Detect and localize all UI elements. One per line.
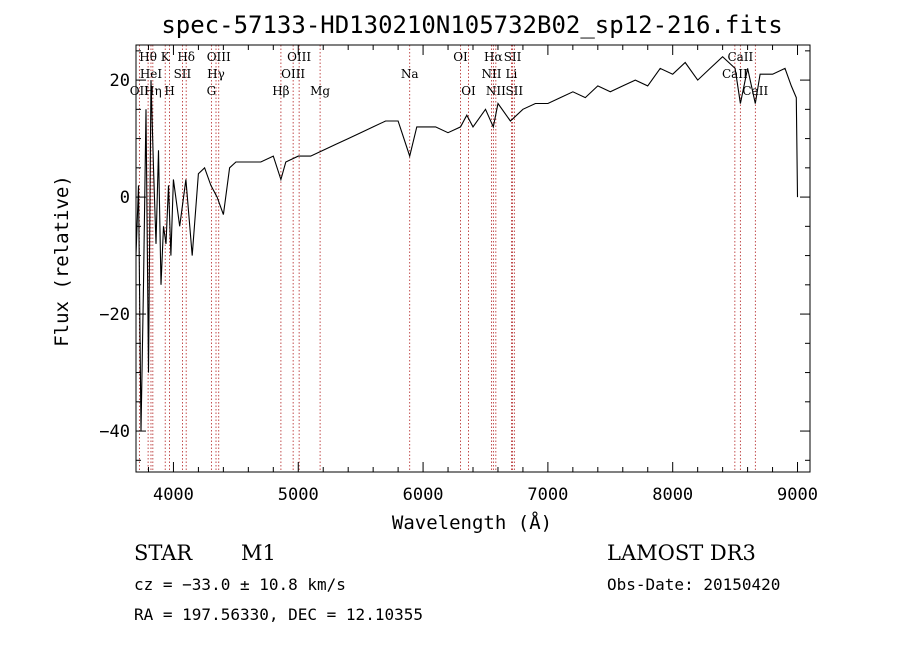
x-tick-label-1: 5000 [278, 485, 319, 505]
line-label-0: Hθ [139, 50, 157, 64]
y-tick-label-3: 20 [110, 71, 130, 91]
y-tick-label-1: −20 [99, 305, 130, 325]
plot-frame [135, 44, 811, 473]
spectral-line-markers [138, 45, 756, 472]
line-label-7: Hδ [177, 50, 195, 64]
object-subclass: M1 [241, 541, 276, 565]
observation-date: Obs-Date: 20150420 [607, 575, 780, 594]
line-label-15: Na [401, 67, 419, 81]
line-label-2: HeI [140, 67, 163, 81]
x-axis-label: Wavelength (Å) [392, 511, 552, 534]
line-label-13: OIII [281, 67, 305, 81]
coordinates: RA = 197.56330, DEC = 12.10355 [134, 605, 423, 624]
line-label-9: Hγ [207, 67, 225, 81]
line-label-19: NII [481, 67, 501, 81]
survey-name: LAMOST DR3 [607, 541, 756, 565]
object-type: STAR [134, 541, 193, 565]
line-label-17: OI [461, 84, 476, 98]
x-tick-label-5: 9000 [777, 485, 818, 505]
x-tick-label-0: 4000 [153, 485, 194, 505]
line-label-26: CaII [742, 84, 768, 98]
line-label-21: SII [504, 50, 522, 64]
y-tick-label-0: −40 [99, 422, 130, 442]
line-label-20: NII [486, 84, 506, 98]
line-label-10: G [207, 84, 217, 98]
redshift-cz: cz = −33.0 ± 10.8 km/s [134, 575, 346, 594]
line-label-23: SII [505, 84, 523, 98]
x-tick-label-2: 6000 [403, 485, 444, 505]
line-label-22: Li [506, 67, 518, 81]
x-axis-ticks: 4000 5000 6000 7000 8000 9000 [147, 45, 818, 505]
line-label-6: SII [174, 67, 192, 81]
line-label-12: OIII [287, 50, 311, 64]
line-label-14: Mg [310, 84, 330, 98]
line-label-25: CaII [722, 67, 748, 81]
line-label-11: Hβ [272, 84, 289, 98]
line-label-4: K [161, 50, 171, 64]
y-tick-label-2: 0 [120, 188, 130, 208]
line-label-1: OII [130, 84, 150, 98]
y-axis-ticks: −40 −20 0 20 [99, 50, 810, 461]
line-label-18: Hα [484, 50, 503, 64]
spectrum-line [135, 55, 799, 432]
y-axis-label: Flux (relative) [51, 175, 73, 347]
line-label-5: H [164, 84, 174, 98]
line-label-8: OIII [207, 50, 231, 64]
x-tick-label-4: 8000 [652, 485, 693, 505]
line-label-16: OI [453, 50, 468, 64]
line-label-3: Hη [144, 84, 162, 98]
line-label-24: CaII [727, 50, 753, 64]
chart-title: spec-57133-HD130210N105732B02_sp12-216.f… [161, 11, 782, 39]
x-tick-label-3: 7000 [527, 485, 568, 505]
